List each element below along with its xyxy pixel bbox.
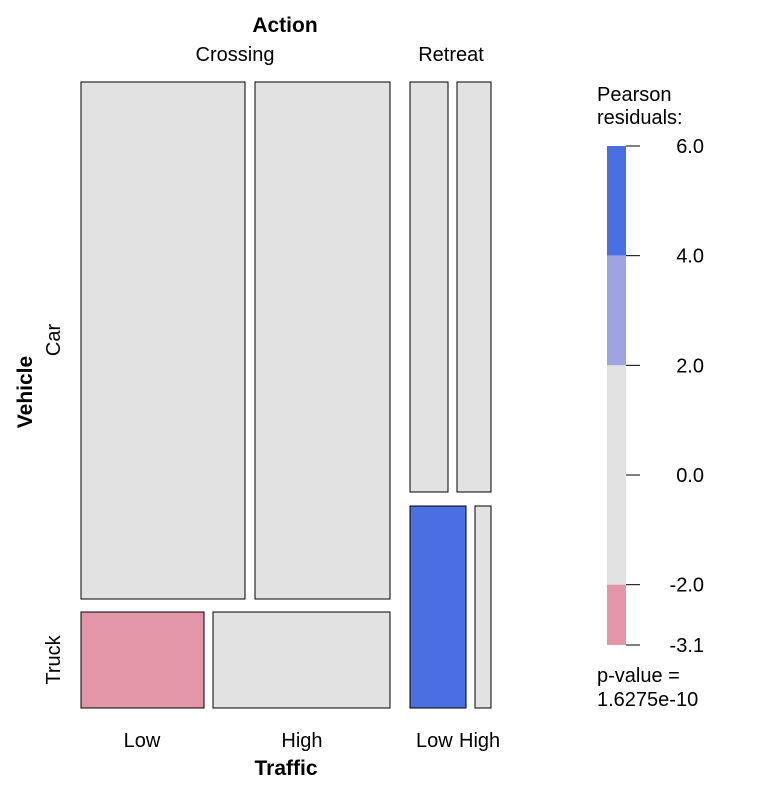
top-level-label-retreat: Retreat xyxy=(418,44,484,66)
tile-crossing-car-high xyxy=(254,81,391,600)
pvalue-line1: p-value = xyxy=(597,665,680,687)
tile-retreat-car-low xyxy=(409,81,449,493)
legend-band-3 xyxy=(607,584,626,645)
tile-retreat-truck-high xyxy=(474,505,492,709)
left-level-label-truck: Truck xyxy=(43,634,65,684)
legend-tick-label-0: 6.0 xyxy=(676,136,704,158)
legend-band-2 xyxy=(607,365,626,585)
legend-tick-label-2: 2.0 xyxy=(676,355,704,377)
bottom-factor-title: Traffic xyxy=(254,757,317,780)
pvalue-line2: 1.6275e-10 xyxy=(597,689,698,711)
tile-crossing-car-low xyxy=(80,81,246,600)
legend-tick-label-1: 4.0 xyxy=(676,246,704,268)
left-factor-title: Vehicle xyxy=(14,356,37,428)
legend-title-line1: Pearson xyxy=(597,84,672,106)
bottom-level-label-high-crossing: High xyxy=(281,730,322,752)
legend-tick-label-4: -2.0 xyxy=(670,575,704,597)
tile-retreat-truck-low xyxy=(409,505,467,709)
legend-band-0 xyxy=(607,146,626,256)
tile-crossing-truck-high xyxy=(212,611,391,709)
bottom-level-label-high-retreat: High xyxy=(459,730,500,752)
legend-tick-label-3: 0.0 xyxy=(676,465,704,487)
tile-crossing-truck-low xyxy=(80,611,205,709)
legend-band-1 xyxy=(607,255,626,366)
legend-color-bar xyxy=(607,146,626,645)
top-level-label-crossing: Crossing xyxy=(196,44,275,66)
legend-title-line2: residuals: xyxy=(597,107,683,129)
legend-tick-label-5: -3.1 xyxy=(670,635,704,657)
bottom-level-label-low-retreat: Low xyxy=(416,730,453,752)
bottom-level-label-low-crossing: Low xyxy=(124,730,161,752)
tile-retreat-car-high xyxy=(456,81,492,493)
top-factor-title: Action xyxy=(252,14,317,37)
left-level-label-car: Car xyxy=(43,324,65,357)
legend-ticks: 6.0 4.0 2.0 0.0 -2.0 -3.1 xyxy=(626,136,704,657)
